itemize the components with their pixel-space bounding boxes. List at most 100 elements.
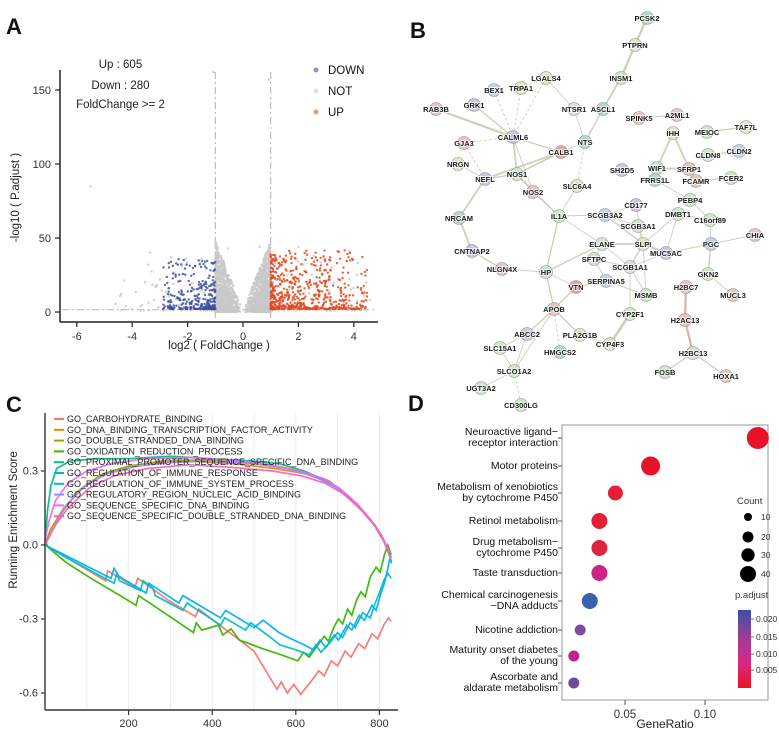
volcano-point-down xyxy=(210,261,213,265)
volcano-point-up xyxy=(291,296,295,299)
gene-node-TAF7L xyxy=(739,120,753,134)
volcano-point-up xyxy=(278,265,281,268)
volcano-point-up xyxy=(318,280,322,283)
x-tick-label: 0.10 xyxy=(694,709,716,721)
volcano-point-up xyxy=(317,293,320,296)
volcano-point-down xyxy=(175,262,178,265)
volcano-point-up xyxy=(335,262,339,265)
volcano-point-up xyxy=(356,286,360,289)
volcano-point-not xyxy=(218,310,221,314)
volcano-point-not xyxy=(220,305,223,308)
volcano-point-up xyxy=(325,263,329,266)
volcano-point-up xyxy=(290,273,293,277)
volcano-point-not xyxy=(180,264,184,268)
volcano-point-up xyxy=(324,300,328,303)
volcano-point-up xyxy=(318,276,321,279)
volcano-point-up xyxy=(332,306,336,309)
gene-label-SCGB3A2: SCGB3A2 xyxy=(587,211,622,220)
pathway-dot xyxy=(591,565,608,581)
volcano-point-not xyxy=(220,283,223,287)
volcano-point-up xyxy=(315,304,318,308)
volcano-point-down xyxy=(210,283,213,286)
volcano-point-up xyxy=(277,261,280,265)
pathway-label: Drug metabolism− cytochrome P450 xyxy=(472,536,559,559)
volcano-point-not xyxy=(214,274,217,277)
volcano-point-down xyxy=(176,263,180,266)
volcano-point-up xyxy=(280,279,284,283)
volcano-point-not xyxy=(215,249,218,253)
volcano-point-up xyxy=(285,279,289,282)
volcano-point-up xyxy=(287,296,291,299)
volcano-point-up xyxy=(317,307,320,311)
volcano-point-down xyxy=(162,298,166,301)
volcano-point-up xyxy=(318,269,322,272)
volcano-point-up xyxy=(293,276,296,279)
volcano-point-up xyxy=(313,307,316,310)
volcano-point-not xyxy=(365,308,369,311)
volcano-point-up xyxy=(340,304,343,307)
volcano-point-up xyxy=(269,303,272,307)
volcano-point-down xyxy=(194,264,197,268)
gene-node-CALML6 xyxy=(506,130,520,144)
count-legend-dot xyxy=(741,548,755,562)
volcano-point-down xyxy=(198,307,202,311)
volcano-point-down xyxy=(196,303,200,306)
volcano-point-up xyxy=(287,249,291,253)
pathway-label: Motor proteins xyxy=(490,459,558,472)
gene-label-H2BC13: H2BC13 xyxy=(679,349,708,358)
volcano-point-up xyxy=(306,282,309,286)
y-tick-label: 0.3 xyxy=(23,465,38,477)
volcano-point-down xyxy=(168,307,171,311)
volcano-point-not xyxy=(264,255,267,258)
volcano-point-not xyxy=(258,306,261,309)
volcano-point-not xyxy=(368,298,372,301)
volcano-point-not xyxy=(264,299,267,303)
volcano-point-not xyxy=(258,245,261,249)
pathway-label: Chemical carcinogenesis −DNA adducts xyxy=(441,589,558,612)
volcano-point-down xyxy=(205,267,208,270)
gene-label-SFRP1: SFRP1 xyxy=(677,165,701,174)
volcano-point-not xyxy=(230,306,234,309)
volcano-point-not xyxy=(221,297,224,300)
gene-node-CLDN2 xyxy=(732,144,746,158)
network-edge xyxy=(463,136,514,144)
volcano-point-not xyxy=(263,262,267,266)
gene-node-CLDN8 xyxy=(701,148,715,162)
volcano-point-up xyxy=(364,305,367,309)
dotplot-category-labels: Neuroactive ligand− receptor interaction… xyxy=(420,395,560,736)
volcano-point-up xyxy=(289,280,292,283)
pathway-dot xyxy=(591,513,608,529)
volcano-point-up xyxy=(276,274,280,278)
gsea-legend-label: GO_CARBOHYDRATE_BINDING xyxy=(67,414,203,424)
volcano-point-not xyxy=(332,281,335,284)
volcano-point-up xyxy=(347,306,350,310)
volcano-point-not xyxy=(264,288,267,291)
volcano-point-up xyxy=(312,293,316,297)
network-edge xyxy=(665,213,679,254)
volcano-point-up xyxy=(342,293,345,296)
gene-label-NTSR1: NTSR1 xyxy=(562,105,587,114)
gene-label-SCGB3A1: SCGB3A1 xyxy=(620,222,655,231)
volcano-point-not xyxy=(225,274,228,277)
gene-label-SLCO1A2: SLCO1A2 xyxy=(497,367,532,376)
volcano-point-not xyxy=(222,286,225,289)
volcano-point-down xyxy=(212,269,215,273)
volcano-point-up xyxy=(298,285,302,288)
gene-label-SLPI: SLPI xyxy=(635,240,652,249)
padjust-legend-title: p.adjust xyxy=(735,590,769,601)
volcano-point-up xyxy=(273,297,276,300)
volcano-point-up xyxy=(344,295,347,298)
volcano-point-not xyxy=(120,308,123,312)
volcano-point-up xyxy=(365,295,369,298)
volcano-point-up xyxy=(361,305,364,308)
volcano-point-not xyxy=(220,273,224,277)
pathway-dot xyxy=(568,650,580,662)
gene-label-NLGN4X: NLGN4X xyxy=(487,265,517,274)
volcano-point-down xyxy=(172,304,176,307)
volcano-point-up xyxy=(348,251,352,255)
volcano-point-up xyxy=(316,288,320,292)
volcano-point-down xyxy=(211,297,214,300)
gene-label-VTN: VTN xyxy=(569,283,584,292)
volcano-point-not xyxy=(151,283,154,286)
gene-node-SH2D5 xyxy=(615,163,629,177)
